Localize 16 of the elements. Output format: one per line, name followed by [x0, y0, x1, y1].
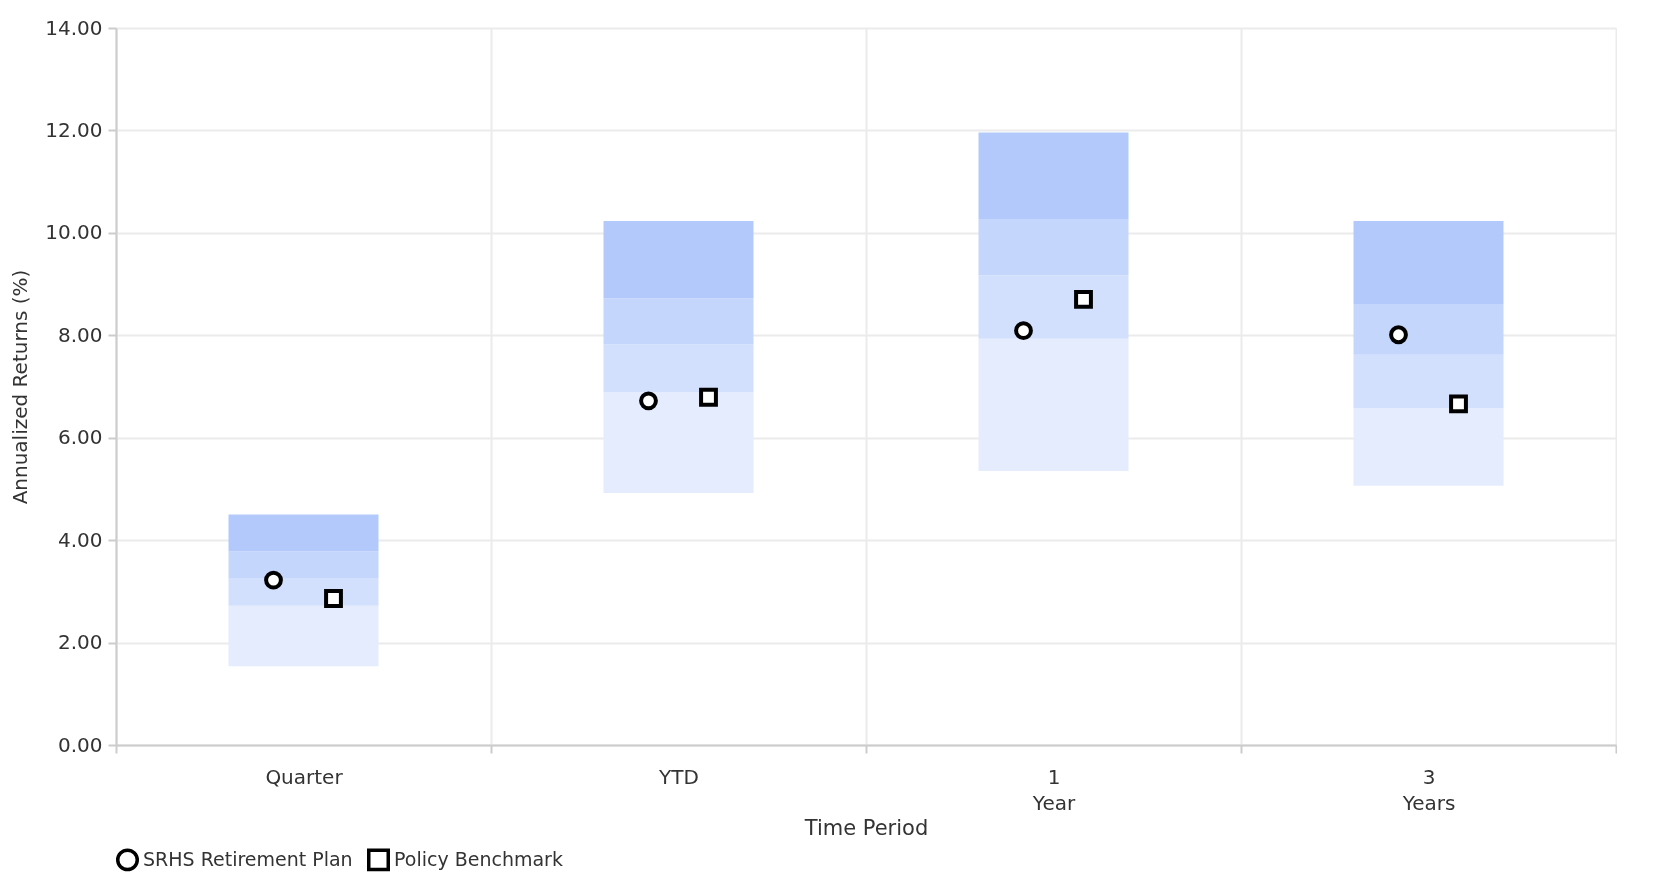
legend-label: Policy Benchmark — [394, 847, 563, 870]
legend-label: SRHS Retirement Plan — [143, 847, 353, 870]
y-tick-label: 14.00 — [45, 15, 103, 40]
x-tick-label: 3 Years — [1401, 764, 1456, 815]
y-tick-label: 6.00 — [57, 425, 103, 450]
x-tick-label: Quarter — [265, 764, 344, 789]
x-tick-label: YTD — [658, 764, 699, 789]
y-tick-label: 4.00 — [57, 527, 103, 552]
y-tick-label: 0.00 — [57, 732, 103, 757]
y-tick-label: 2.00 — [57, 630, 103, 655]
x-axis-title: Time Period — [803, 815, 929, 840]
y-tick-label: 8.00 — [57, 322, 103, 347]
x-tick-label: 1 Year — [1031, 764, 1076, 815]
y-axis-title: Annualized Returns (%) — [8, 269, 33, 505]
y-tick-label: 10.00 — [45, 220, 103, 245]
y-tick-label: 12.00 — [45, 117, 103, 142]
